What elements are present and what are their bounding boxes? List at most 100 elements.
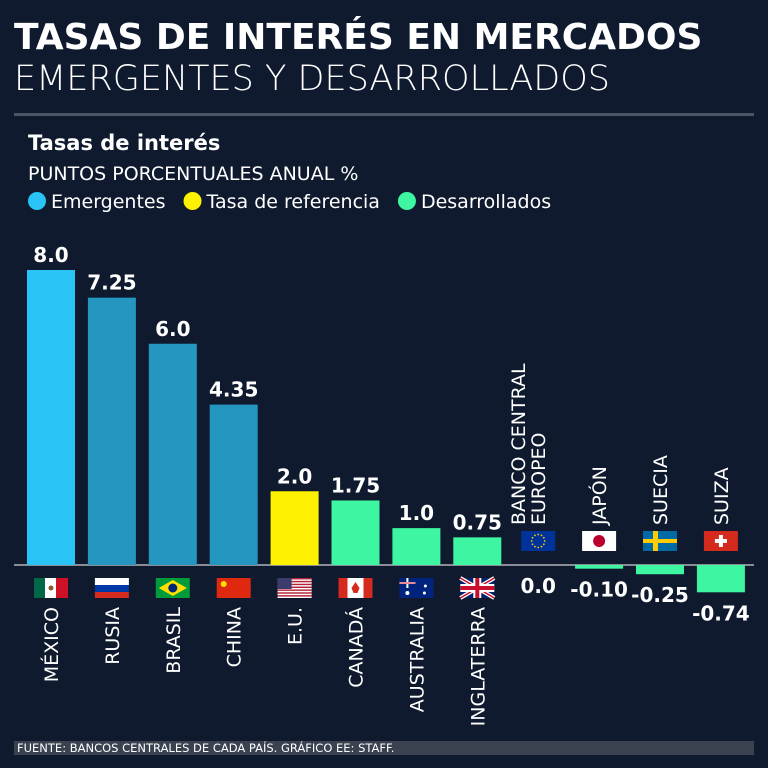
legend-label: Desarrollados — [421, 191, 551, 213]
value-label: 6.0 — [155, 317, 190, 341]
value-label: 2.0 — [277, 464, 312, 488]
flag-part — [423, 584, 427, 588]
flag — [34, 578, 68, 598]
legend-swatch — [183, 192, 202, 210]
bar — [453, 537, 502, 565]
flag-part — [277, 578, 292, 589]
flag — [277, 578, 312, 598]
value-label: 0.75 — [453, 510, 502, 534]
title: TASAS DE INTERÉS EN MERCADOS — [14, 16, 702, 58]
flag — [216, 578, 251, 598]
value-label: 8.0 — [33, 243, 68, 267]
category-label: RUSIA — [102, 607, 124, 665]
category-line: BANCO CENTRAL — [508, 357, 530, 525]
flag-part — [422, 591, 426, 595]
flag-part — [363, 578, 373, 598]
category-label: JAPÓN — [587, 466, 611, 526]
legend-swatch — [28, 192, 46, 210]
flag — [643, 531, 677, 551]
category-label: CHINA — [224, 607, 246, 667]
flag-part — [537, 533, 540, 536]
bar — [575, 565, 624, 569]
legend-label: Tasa de referencia — [206, 191, 380, 213]
flag-part — [277, 585, 312, 587]
flag-part — [531, 536, 534, 539]
flag-part — [521, 531, 556, 551]
flag — [703, 531, 738, 551]
value-label: -0.25 — [631, 583, 689, 607]
flag-part — [540, 545, 543, 548]
flag-part — [531, 543, 534, 546]
category-label: BANCO CENTRAL EUROPEO — [508, 357, 550, 525]
value-label: 1.0 — [399, 501, 434, 525]
bar — [87, 297, 136, 565]
flag-part — [338, 578, 348, 598]
value-label: 7.25 — [87, 271, 136, 295]
flag-part — [277, 596, 312, 598]
value-label: -0.74 — [692, 601, 750, 625]
bar — [27, 270, 75, 565]
source: FUENTE: BANCOS CENTRALES DE CADA PAÍS. G… — [17, 740, 394, 755]
value-label: 0.0 — [520, 574, 555, 598]
category-label: INGLATERRA — [467, 607, 489, 726]
flag-part — [94, 592, 129, 598]
value-label: 4.35 — [209, 378, 258, 402]
flag-part — [277, 579, 312, 581]
bar — [636, 565, 684, 575]
flag-part — [537, 546, 540, 549]
flag — [94, 578, 129, 598]
flag-part — [48, 585, 54, 591]
flag-part — [277, 593, 312, 596]
flag — [582, 531, 617, 551]
flag-part — [220, 581, 227, 587]
category-label: CANADÁ — [345, 607, 368, 688]
flag-part — [56, 578, 68, 598]
flag-part — [399, 578, 434, 598]
category-label: AUSTRALIA — [406, 607, 428, 712]
subtitle: EMERGENTES Y DESARROLLADOS — [14, 59, 610, 99]
legend-label: Emergentes — [51, 191, 166, 213]
category-label: E.U. — [285, 607, 307, 645]
flag — [338, 578, 373, 598]
flag — [459, 576, 496, 600]
flag-part — [542, 536, 545, 539]
chart-title: Tasas de interés — [28, 131, 220, 155]
flag-part — [399, 582, 416, 584]
flag-part — [277, 588, 312, 590]
category-line: EUROPEO — [528, 433, 550, 526]
flag-part — [277, 582, 312, 584]
flag-part — [94, 578, 129, 585]
bar — [209, 404, 258, 565]
category-label: SUECIA — [650, 455, 672, 525]
footer-bar — [14, 741, 754, 755]
flag — [155, 578, 190, 598]
flag — [521, 531, 556, 551]
divider — [14, 113, 754, 116]
flag-part — [714, 539, 727, 543]
bar — [331, 500, 380, 565]
flag-part — [351, 582, 360, 593]
flag-part — [534, 534, 536, 537]
bar — [696, 565, 745, 593]
category-label: SUIZA — [711, 467, 733, 525]
flag-part — [540, 534, 543, 537]
flag-part — [94, 585, 129, 592]
flag-part — [405, 591, 410, 595]
bar — [148, 343, 197, 565]
flag-part — [168, 583, 178, 593]
flag-part — [643, 539, 677, 543]
flag-part — [34, 578, 46, 598]
flag-part — [277, 590, 312, 593]
legend-swatch — [397, 192, 416, 210]
bar — [270, 491, 319, 565]
y-label: PUNTOS PORCENTUALES ANUAL % — [28, 163, 358, 185]
category-label: BRASIL — [163, 607, 185, 674]
flag-part — [534, 545, 536, 548]
flag-part — [460, 586, 495, 590]
category-label: MÉXICO — [40, 607, 63, 682]
value-label: -0.10 — [570, 578, 628, 602]
flag — [399, 578, 434, 598]
value-label: 1.75 — [331, 473, 380, 497]
